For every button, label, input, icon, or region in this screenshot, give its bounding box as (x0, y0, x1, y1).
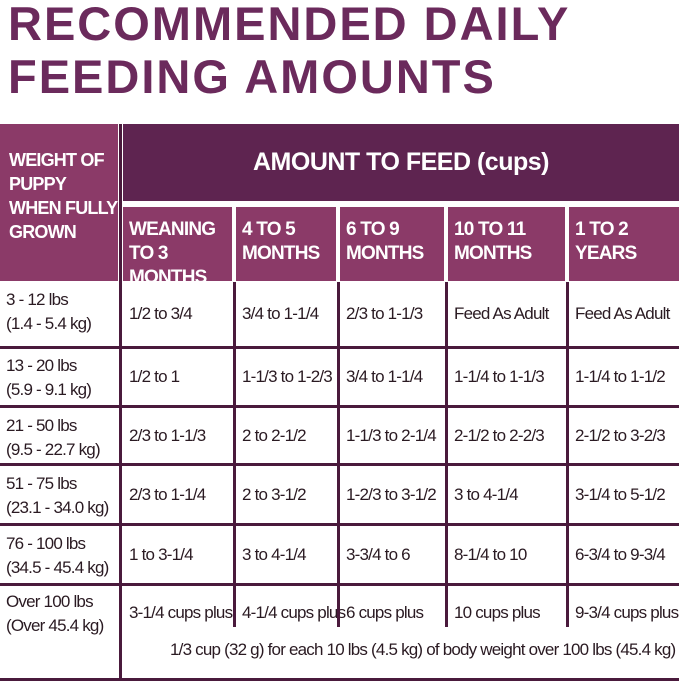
amount-cell: 4-1/4 cups plus (242, 603, 346, 622)
column-divider (566, 282, 569, 627)
age-header-2: 6 TO 9 MONTHS (340, 207, 444, 281)
age-header-4: 1 TO 2 YEARS (569, 207, 679, 281)
weight-lbs: 3 - 12 lbs (6, 290, 69, 309)
weight-column-header: WEIGHT OF PUPPY WHEN FULLY GROWN (0, 124, 118, 281)
weight-cell: 3 - 12 lbs (1.4 - 5.4 kg) (0, 282, 118, 346)
amount-cell: 2 to 2-1/2 (242, 425, 307, 445)
amount-cell: 3/4 to 1-1/4 (242, 304, 319, 323)
weight-lbs: 76 - 100 lbs (6, 534, 86, 553)
amount-cell: 6 cups plus (346, 603, 424, 622)
weight-kg: (1.4 - 5.4 kg) (6, 314, 92, 333)
weight-cell: 13 - 20 lbs (5.9 - 9.1 kg) (0, 348, 118, 405)
column-divider (445, 282, 448, 627)
amount-cell: 8-1/4 to 10 (454, 544, 527, 564)
amount-cell: 2/3 to 1-1/3 (346, 304, 423, 323)
amount-cell: 3 to 4-1/4 (454, 484, 519, 504)
amount-cell: 1-1/4 to 1-1/2 (575, 366, 666, 386)
column-divider (337, 282, 340, 627)
amount-cell: 1/2 to 1 (129, 366, 180, 386)
weight-kg: (23.1 - 34.0 kg) (6, 498, 109, 517)
over-100-note: 1/3 cup (32 g) for each 10 lbs (4.5 kg) … (170, 640, 676, 659)
age-header-0: WEANING TO 3 MONTHS (123, 207, 232, 288)
weight-lbs: 13 - 20 lbs (6, 356, 77, 375)
amount-cell: 1 to 3-1/4 (129, 544, 194, 564)
amount-cell: 2/3 to 1-1/3 (129, 425, 206, 445)
bottom-rule (0, 678, 679, 681)
weight-kg: (34.5 - 45.4 kg) (6, 558, 109, 577)
weight-kg: (5.9 - 9.1 kg) (6, 380, 92, 399)
amount-cell: 10 cups plus (454, 603, 541, 622)
title-line-2: FEEDING AMOUNTS (8, 50, 496, 103)
amount-cell: 2-1/2 to 3-2/3 (575, 425, 666, 445)
amount-cell: 1-1/4 to 1-1/3 (454, 366, 545, 386)
amount-cell: 1/2 to 3/4 (129, 304, 193, 323)
amount-cell: 3-1/4 cups plus (129, 603, 233, 622)
amount-cell: 9-3/4 cups plus (575, 603, 679, 622)
amount-cell: 3 to 4-1/4 (242, 544, 307, 564)
amount-cell: 1-2/3 to 3-1/2 (346, 484, 437, 504)
weight-column-divider (119, 124, 122, 681)
weight-lbs: 21 - 50 lbs (6, 416, 77, 435)
weight-lbs: Over 100 lbs (6, 592, 94, 611)
amount-cell: 2-1/2 to 2-2/3 (454, 425, 545, 445)
age-header-3: 10 TO 11 MONTHS (448, 207, 565, 281)
column-divider (233, 282, 236, 627)
weight-lbs: 51 - 75 lbs (6, 474, 77, 493)
amount-cell: 1-1/3 to 1-2/3 (242, 366, 333, 386)
weight-cell: 21 - 50 lbs (9.5 - 22.7 kg) (0, 408, 118, 463)
weight-cell: Over 100 lbs (Over 45.4 kg) (0, 584, 118, 642)
amount-cell: Feed As Adult (575, 304, 670, 323)
amount-header: AMOUNT TO FEED (cups) (123, 124, 679, 201)
amount-cell: 2 to 3-1/2 (242, 484, 307, 504)
weight-cell: 51 - 75 lbs (23.1 - 34.0 kg) (0, 466, 118, 523)
amount-cell: 3-1/4 to 5-1/2 (575, 484, 666, 504)
age-header-1: 4 TO 5 MONTHS (236, 207, 336, 281)
amount-cell: 3-3/4 to 6 (346, 544, 411, 564)
title-line-1: RECOMMENDED DAILY (8, 0, 571, 50)
amount-cell: 2/3 to 1-1/4 (129, 484, 206, 504)
weight-cell: 76 - 100 lbs (34.5 - 45.4 kg) (0, 526, 118, 583)
amount-cell: 6-3/4 to 9-3/4 (575, 544, 666, 564)
amount-cell: Feed As Adult (454, 304, 549, 323)
weight-kg: (Over 45.4 kg) (6, 616, 104, 635)
amount-cell: 3/4 to 1-1/4 (346, 366, 423, 386)
amount-cell: 1-1/3 to 2-1/4 (346, 425, 437, 445)
weight-kg: (9.5 - 22.7 kg) (6, 440, 101, 459)
